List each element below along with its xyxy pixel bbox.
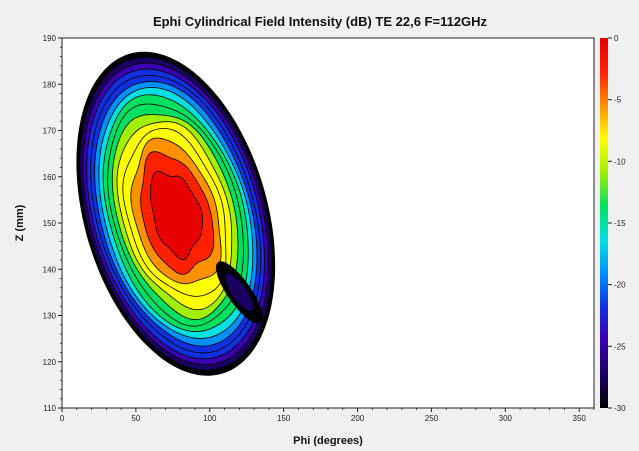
x-tick-label: 100	[203, 414, 217, 423]
x-tick-label: 350	[573, 414, 587, 423]
colorbar	[600, 38, 608, 408]
y-tick-label: 150	[43, 219, 57, 228]
x-tick-label: 250	[425, 414, 439, 423]
x-axis-ticks: 0 50 100 150 200 250 300 350	[60, 408, 595, 423]
y-tick-label: 140	[43, 265, 57, 274]
colorbar-tick-label: -25	[614, 342, 626, 351]
y-tick-label: 180	[43, 80, 57, 89]
y-tick-label: 110	[43, 404, 56, 413]
x-tick-label: 50	[131, 414, 140, 423]
chart-title: Ephi Cylindrical Field Intensity (dB) TE…	[153, 14, 488, 29]
x-tick-label: 200	[351, 414, 365, 423]
y-axis-ticks: 110 120 130 140 150 160 170 180 190	[43, 34, 62, 413]
y-tick-label: 130	[43, 312, 57, 321]
colorbar-tick-label: 0	[614, 34, 619, 43]
y-tick-label: 190	[43, 34, 57, 43]
colorbar-tick-label: -20	[614, 281, 626, 290]
colorbar-tick-label: -10	[614, 157, 626, 166]
field-contours	[76, 51, 276, 376]
peak-core	[168, 203, 183, 224]
y-tick-label: 160	[43, 173, 57, 182]
colorbar-ticks: 0 -5 -10 -15 -20 -25 -30	[608, 34, 626, 413]
colorbar-tick-label: -30	[614, 404, 626, 413]
y-axis-label: Z (mm)	[14, 204, 26, 241]
x-tick-label: 0	[60, 414, 65, 423]
side-lobe	[225, 273, 254, 312]
x-tick-label: 300	[499, 414, 513, 423]
x-tick-label: 150	[277, 414, 291, 423]
colorbar-tick-label: -5	[614, 96, 622, 105]
x-axis-label: Phi (degrees)	[293, 435, 363, 446]
y-tick-label: 120	[43, 358, 57, 367]
colorbar-tick-label: -15	[614, 219, 626, 228]
y-tick-label: 170	[43, 127, 57, 136]
